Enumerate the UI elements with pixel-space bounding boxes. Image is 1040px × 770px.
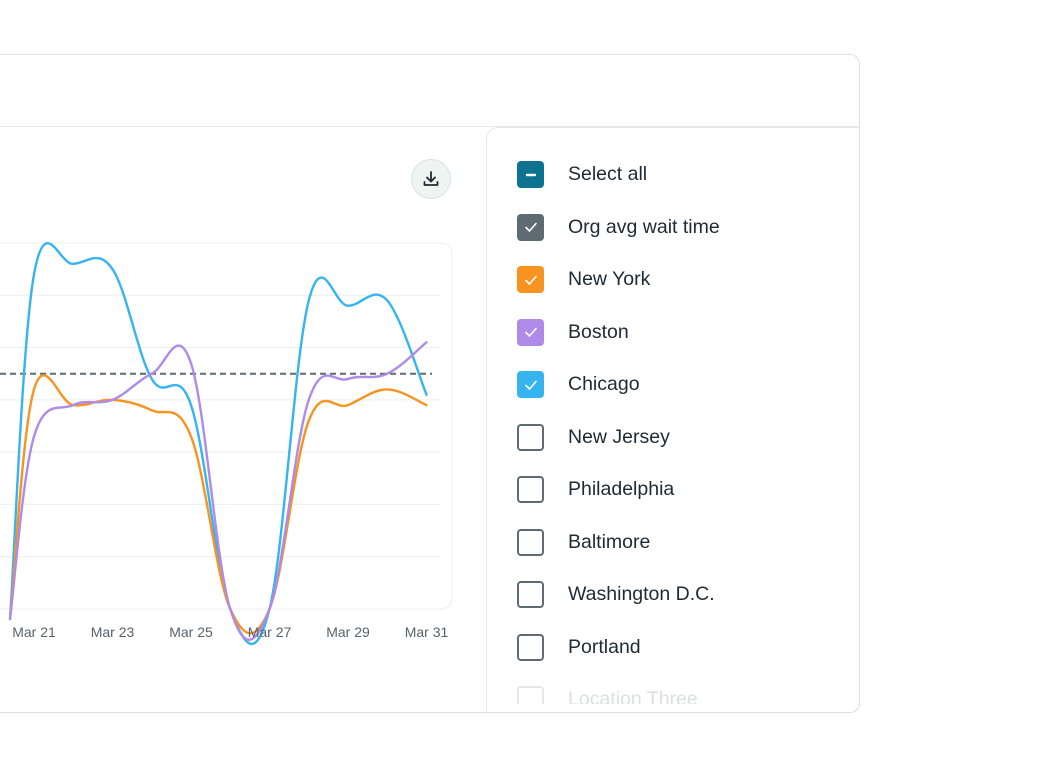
checkmark-icon <box>524 275 537 285</box>
legend-item-washington-d-c[interactable]: Washington D.C. <box>517 581 837 608</box>
x-tick-label: Mar 31 <box>405 624 449 640</box>
legend-label: Select all <box>568 163 648 185</box>
checkbox[interactable] <box>517 213 544 241</box>
legend-label: Baltimore <box>568 530 651 553</box>
checkbox[interactable] <box>517 371 544 398</box>
checkmark-icon <box>524 380 537 390</box>
minus-icon <box>525 173 536 176</box>
checkbox[interactable] <box>517 633 544 661</box>
checkmark-icon <box>524 222 537 232</box>
legend-item-portland[interactable]: Portland <box>517 633 837 661</box>
checkbox[interactable] <box>517 686 544 704</box>
x-tick-label: Mar 23 <box>91 624 135 640</box>
legend-label: Location Three <box>568 688 698 704</box>
download-button[interactable] <box>411 159 451 199</box>
checkmark-icon <box>524 327 537 337</box>
legend-item-baltimore[interactable]: Baltimore <box>517 528 837 556</box>
legend-item-location-three[interactable]: Location Three <box>517 686 837 704</box>
legend-label: Boston <box>568 320 629 343</box>
legend-item-new-york[interactable]: New York <box>517 266 837 293</box>
series-line-new-york <box>8 374 428 635</box>
series-line-chicago <box>8 242 428 646</box>
x-tick-label: Mar 29 <box>326 624 370 640</box>
legend-list: Select all Org avg wait time New York Bosto… <box>517 161 837 704</box>
checkbox[interactable] <box>517 528 544 556</box>
legend-label: New York <box>568 268 651 290</box>
series-layer <box>8 242 428 646</box>
legend-label: Org avg wait time <box>568 215 720 238</box>
legend-panel <box>486 127 859 712</box>
legend-item-philadelphia[interactable]: Philadelphia <box>517 476 837 503</box>
legend-item-org-avg-wait-time[interactable]: Org avg wait time <box>517 213 837 241</box>
chart-grid <box>0 242 453 610</box>
legend-label: New Jersey <box>568 425 670 448</box>
checkbox[interactable] <box>517 318 544 346</box>
line-chart: Mar 21 Mar 23 Mar 25 Mar 27 Mar 29 Mar 31 <box>0 242 453 646</box>
plot-border <box>439 242 453 610</box>
checkbox[interactable] <box>517 161 544 188</box>
card-header <box>0 55 859 127</box>
checkbox[interactable] <box>517 476 544 503</box>
checkbox[interactable] <box>517 581 544 608</box>
legend-item-boston[interactable]: Boston <box>517 318 837 346</box>
legend-label: Philadelphia <box>568 478 675 500</box>
download-icon <box>423 171 439 186</box>
x-tick-label: Mar 21 <box>12 624 56 640</box>
checkbox[interactable] <box>517 266 544 293</box>
legend-label: Portland <box>568 635 641 658</box>
x-tick-label: Mar 25 <box>169 624 213 640</box>
legend-label: Washington D.C. <box>568 583 715 605</box>
legend-item-chicago[interactable]: Chicago <box>517 371 837 398</box>
series-line-boston <box>8 341 428 641</box>
x-axis-ticks: Mar 21 Mar 23 Mar 25 Mar 27 Mar 29 Mar 31 <box>12 624 448 640</box>
legend-item-new-jersey[interactable]: New Jersey <box>517 423 837 451</box>
legend-item-select-all[interactable]: Select all <box>517 161 837 188</box>
checkbox[interactable] <box>517 423 544 451</box>
x-tick-label: Mar 27 <box>248 624 292 640</box>
legend-label: Chicago <box>568 373 640 395</box>
